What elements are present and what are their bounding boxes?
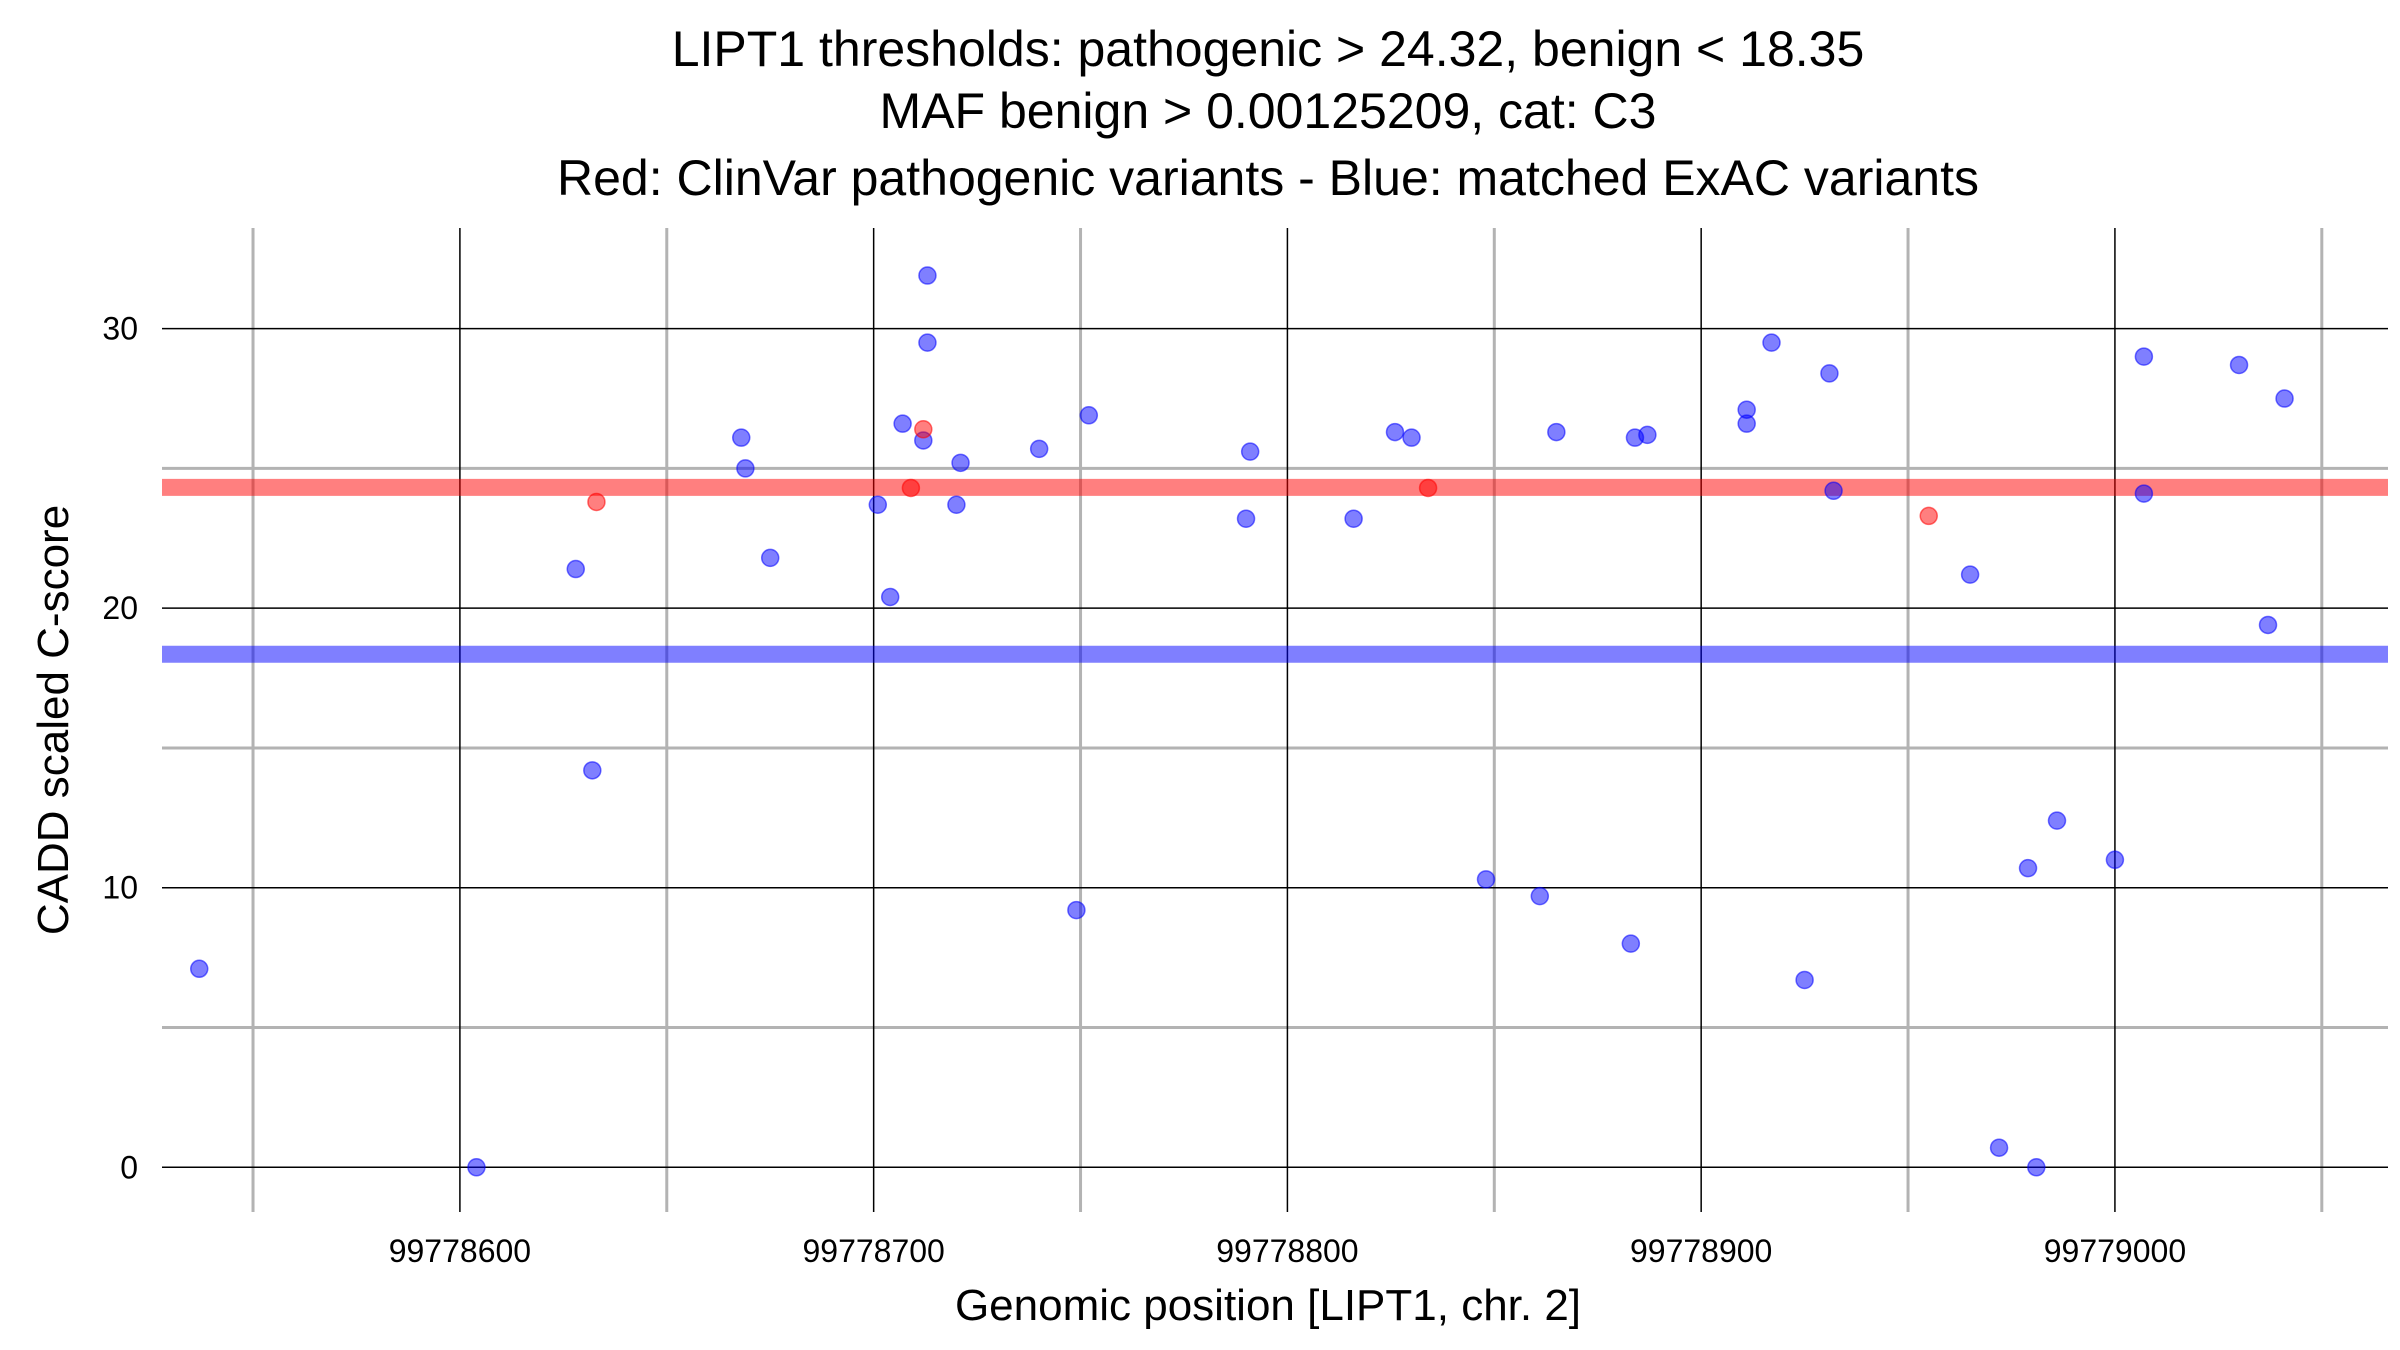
exac-variant-point [1402,428,1421,447]
threshold-lines [162,478,2388,663]
y-tick-label: 30 [102,311,138,347]
exac-variant-point [1820,364,1839,383]
chart-title: LIPT1 thresholds: pathogenic > 24.32, be… [557,21,1979,206]
chart-title-line-1: LIPT1 thresholds: pathogenic > 24.32, be… [672,21,1865,77]
exac-variant-point [1638,425,1657,445]
x-axis-title: Genomic position [LIPT1, chr. 2] [955,1281,1581,1330]
x-tick-label: 99779000 [2044,1233,2186,1269]
exac-variant-point [918,333,937,352]
minor-gridlines [162,228,2388,1212]
exac-variant-point [1344,509,1363,528]
exac-variant-point [893,414,912,433]
x-tick-label: 99778600 [389,1233,531,1269]
exac-variant-point [583,761,602,780]
exac-variant-point [2018,858,2038,878]
exac-variant-point [918,266,937,285]
data-points [189,266,2294,1177]
exac-variant-point [1737,414,1756,433]
exac-variant-point [1621,934,1641,953]
exac-variant-point [2134,347,2154,366]
chart-title-line-3: Red: ClinVar pathogenic variants - Blue:… [557,150,1979,206]
exac-variant-point [2275,389,2294,408]
exac-variant-point [732,428,751,447]
exac-variant-point [189,959,209,979]
exac-variant-point [947,495,966,514]
exac-variant-point [1385,422,1405,442]
y-axis-title: CADD scaled C-score [29,505,78,935]
exac-variant-point [880,587,900,607]
exac-variant-point [1530,886,1550,906]
y-tick-label: 0 [120,1149,138,1185]
exac-variant-point [1960,565,1980,584]
exac-variant-point [566,559,586,579]
exac-variant-point [1762,333,1781,352]
exac-variant-point [1476,870,1496,889]
x-tick-label: 99778800 [1216,1233,1358,1269]
exac-variant-point [2229,355,2249,375]
major-gridlines [162,228,2388,1212]
exac-variant-point [760,548,780,568]
exac-variant-point [1824,481,1843,501]
exac-variant-point [1236,509,1256,528]
chart-title-line-2: MAF benign > 0.00125209, cat: C3 [880,83,1657,139]
exac-variant-point [1795,970,1814,990]
clinvar-pathogenic-point [1418,478,1438,498]
exac-variant-point [2134,484,2154,503]
exac-variant-point [1547,422,1566,442]
exac-variant-point [2027,1158,2046,1177]
y-axis-tick-labels: 0 10 20 30 [102,311,138,1186]
exac-variant-point [1029,439,1049,459]
exac-variant-point [467,1158,486,1177]
x-axis-tick-labels: 99778600 99778700 99778800 99778900 99779000 [389,1233,2186,1269]
clinvar-pathogenic-point [587,492,606,512]
exac-variant-point [951,453,970,473]
clinvar-pathogenic-point [1919,506,1938,526]
exac-variant-point [736,459,755,478]
x-tick-label: 99778700 [802,1233,944,1269]
exac-variant-point [1240,442,1260,461]
x-tick-label: 99778900 [1630,1233,1772,1269]
clinvar-pathogenic-point [901,478,921,498]
y-tick-label: 10 [102,870,138,906]
exac-variant-point [1067,900,1086,920]
clinvar-pathogenic-point [914,420,933,439]
exac-variant-point [1989,1138,2009,1157]
exac-variant-point [2047,811,2067,830]
exac-variant-point [2105,850,2125,870]
exac-variant-point [1079,406,1099,425]
exac-variant-point [868,495,888,514]
y-tick-label: 20 [102,590,138,626]
exac-variant-point [2258,615,2278,635]
